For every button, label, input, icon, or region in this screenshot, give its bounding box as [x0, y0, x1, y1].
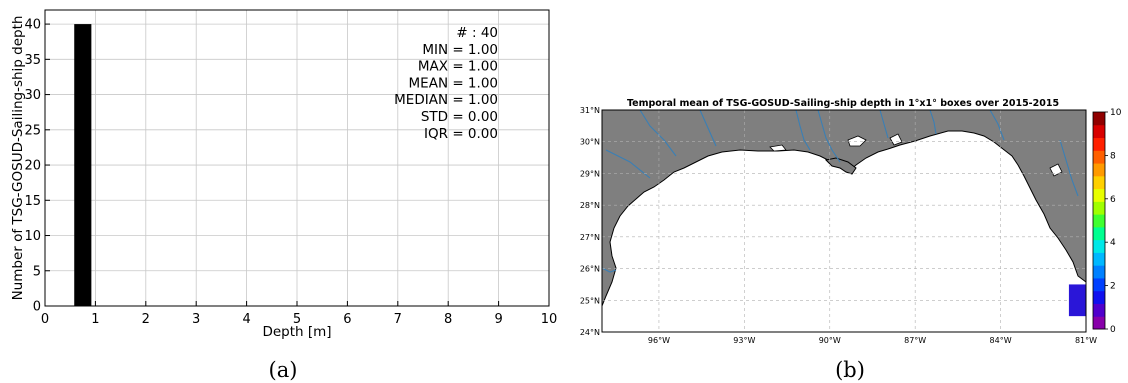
map-panel: Temporal mean of TSG-GOSUD-Sailing-ship … [580, 98, 1122, 382]
colorbar-segment [1093, 189, 1105, 202]
colorbar-tick-label: 10 [1110, 108, 1122, 118]
colorbar-segment [1093, 138, 1105, 151]
colorbar-tick-label: 8 [1110, 151, 1116, 161]
map-title: Temporal mean of TSG-GOSUD-Sailing-ship … [627, 98, 1059, 109]
colorbar-segment [1093, 265, 1105, 278]
colorbar-segment [1093, 201, 1105, 214]
map-longitude-ticks: 96°W 93°W 90°W 87°W 84°W 81°W [648, 336, 1097, 345]
histogram-stat-line: MAX = 1.00 [418, 59, 498, 75]
map-data-cells [1069, 284, 1086, 316]
histogram-y-tick-label: 15 [24, 194, 41, 209]
colorbar-tick-label: 4 [1110, 238, 1116, 248]
histogram-y-tick-label: 30 [24, 88, 41, 103]
histogram-x-tick-label: 8 [444, 312, 452, 327]
colorbar-segment [1093, 252, 1105, 265]
histogram-y-tick-label: 35 [24, 53, 41, 68]
histogram-y-tick-label: 25 [24, 123, 41, 138]
histogram-y-tick-label: 10 [24, 229, 41, 244]
map-longitude-label: 90°W [819, 336, 841, 345]
histogram-x-tick-label: 9 [494, 312, 502, 327]
histogram-y-tick-label: 5 [33, 264, 41, 279]
histogram-stat-line: STD = 0.00 [421, 109, 498, 125]
map-latitude-label: 30°N [580, 138, 600, 147]
map-latitude-ticks: 24°N 25°N 26°N 27°N 28°N 29°N 30°N 31°N [580, 106, 600, 337]
histogram-x-tick-label: 0 [41, 312, 49, 327]
colorbar-segment [1093, 316, 1105, 329]
panel-b-label: (b) [835, 358, 865, 382]
map-latitude-label: 27°N [580, 233, 600, 242]
histogram-y-ticks: 0 5 10 15 20 25 30 35 40 [24, 18, 50, 315]
histogram-y-tick-label: 20 [24, 159, 41, 174]
histogram-x-axis-label: Depth [m] [262, 324, 331, 340]
colorbar-segment [1093, 150, 1105, 163]
histogram-bars [74, 24, 91, 306]
map-longitude-label: 87°W [904, 336, 926, 345]
map-latitude-label: 25°N [580, 296, 600, 305]
colorbar-segment [1093, 176, 1105, 189]
panel-a-label: (a) [269, 358, 298, 382]
colorbar-segment [1093, 227, 1105, 240]
map-latitude-label: 24°N [580, 328, 600, 337]
colorbar-ticks: 0 2 4 6 8 10 [1105, 108, 1122, 335]
colorbar-tick-label: 0 [1110, 325, 1116, 335]
colorbar-segment [1093, 214, 1105, 227]
histogram-stat-line: MEDIAN = 1.00 [394, 92, 498, 108]
colorbar-tick-label: 6 [1110, 195, 1116, 205]
map-latitude-label: 31°N [580, 106, 600, 115]
map-longitude-label: 81°W [1075, 336, 1097, 345]
histogram-stat-line: # : 40 [456, 25, 498, 41]
histogram-y-axis-label: Number of TSG-GOSUD-Sailing-ship depth [10, 16, 26, 301]
map-latitude-label: 26°N [580, 265, 600, 274]
colorbar-segment [1093, 278, 1105, 291]
histogram-y-tick-label: 0 [33, 300, 41, 315]
histogram-y-tick-label: 40 [24, 18, 41, 33]
colorbar-segment [1093, 112, 1105, 125]
colorbar-segment [1093, 125, 1105, 138]
map-longitude-label: 84°W [990, 336, 1012, 345]
map-longitude-label: 96°W [648, 336, 670, 345]
histogram-stat-line: IQR = 0.00 [424, 126, 498, 142]
histogram-x-tick-label: 2 [142, 312, 150, 327]
histogram-stat-line: MEAN = 1.00 [409, 75, 498, 91]
map-latitude-label: 28°N [580, 201, 600, 210]
map-longitude-label: 93°W [733, 336, 755, 345]
colorbar [1093, 112, 1105, 330]
histogram-bar [74, 24, 91, 306]
map-data-cell [1069, 284, 1086, 316]
histogram-x-tick-label: 6 [343, 312, 351, 327]
colorbar-segment [1093, 303, 1105, 316]
histogram-x-tick-label: 4 [242, 312, 250, 327]
histogram-x-tick-label: 7 [394, 312, 402, 327]
colorbar-tick-label: 2 [1110, 282, 1116, 292]
map-latitude-label: 29°N [580, 169, 600, 178]
colorbar-segment [1093, 291, 1105, 304]
colorbar-segment [1093, 163, 1105, 176]
histogram-x-tick-label: 10 [541, 312, 558, 327]
histogram-stat-line: MIN = 1.00 [422, 42, 498, 58]
histogram-x-tick-label: 3 [192, 312, 200, 327]
histogram-x-tick-label: 1 [91, 312, 99, 327]
colorbar-segment [1093, 240, 1105, 253]
